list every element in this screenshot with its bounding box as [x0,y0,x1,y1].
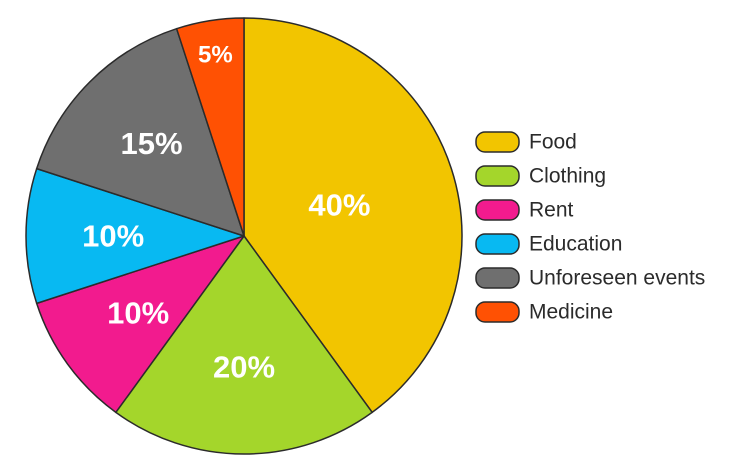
legend-item-education: Education [475,233,622,256]
slice-rent [35,235,245,414]
slice-label-rent: 10% [107,295,169,330]
legend-item-food: Food [475,131,577,154]
legend-label-unforeseen-events: Unforeseen events [529,267,705,290]
slice-education [25,167,245,305]
legend-item-clothing: Clothing [475,165,606,188]
legend-label-clothing: Clothing [529,165,606,188]
legend-label-food: Food [529,131,577,154]
slice-label-food: 40% [308,188,370,223]
legend-item-rent: Rent [475,199,574,222]
slice-label-education: 10% [82,219,144,254]
slice-label-medicine: 5% [198,42,233,69]
legend-swatch-education [475,233,520,255]
legend-swatch-rent [475,199,520,221]
legend-label-education: Education [529,233,622,256]
legend-swatch-medicine [475,301,520,323]
slice-clothing [115,235,373,455]
slice-unforeseen-events [35,27,245,237]
legend-swatch-food [475,131,520,153]
slice-medicine [175,17,245,237]
legend-label-rent: Rent [529,199,574,222]
legend-label-medicine: Medicine [529,301,613,324]
legend-swatch-clothing [475,165,520,187]
legend-item-medicine: Medicine [475,301,613,324]
slice-food [243,17,463,414]
slice-label-unforeseen-events: 15% [120,126,182,161]
legend: Food Clothing Rent Education Unforeseen even… [475,131,705,324]
legend-swatch-unforeseen-events [475,267,520,289]
slice-label-clothing: 20% [213,349,275,384]
pie-slice-labels: 40% 20% 10% 10% 15% 5% [82,42,370,385]
pie-slices [25,17,463,455]
legend-item-unforeseen-events: Unforeseen events [475,267,705,290]
